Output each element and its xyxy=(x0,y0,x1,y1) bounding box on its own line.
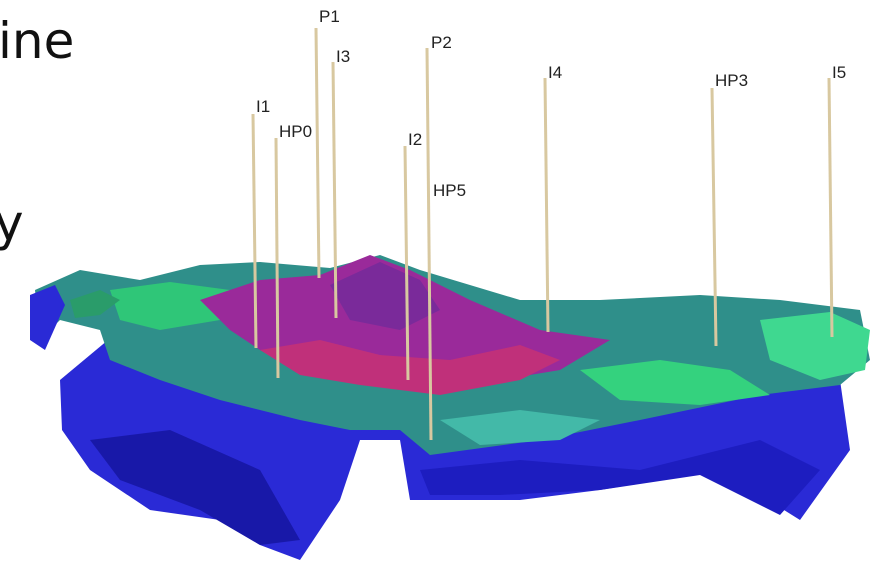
well-label: I1 xyxy=(256,97,270,116)
well-label: I2 xyxy=(408,130,422,149)
well-label: HP3 xyxy=(715,71,748,90)
well-label: HP5 xyxy=(433,181,466,200)
well-label: P2 xyxy=(431,33,452,52)
well-label: I3 xyxy=(336,47,350,66)
well-line xyxy=(829,78,832,337)
well-line xyxy=(276,138,278,378)
slide-text: y xyxy=(0,194,24,252)
well-line xyxy=(316,28,319,278)
well-label: I4 xyxy=(548,63,562,82)
well-line xyxy=(545,78,548,332)
well-label: HP0 xyxy=(279,122,312,141)
well-label: I5 xyxy=(832,63,846,82)
slide: ine y P1 I3 P2 I4 HP3 I5 I1 HP0 I2 H xyxy=(0,0,881,563)
reservoir-model xyxy=(30,255,870,560)
well-label: P1 xyxy=(319,7,340,26)
slide-text: ine xyxy=(0,12,74,70)
